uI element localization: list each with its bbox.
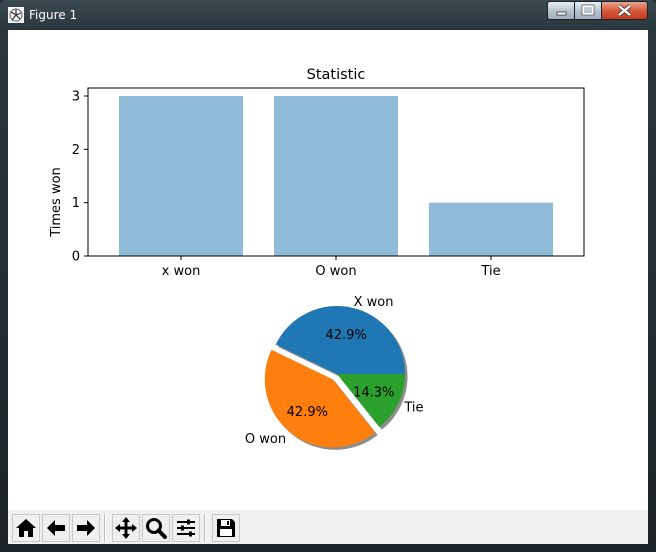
bar-y-axis: 0 1 2 3: [72, 90, 88, 265]
configure-icon: [177, 519, 195, 537]
pie-percent-label: 42.9%: [325, 328, 366, 343]
pie-slice-x-won: [275, 306, 405, 374]
navigation-toolbar: [8, 510, 648, 544]
bar-chart-ylabel: Times won: [49, 167, 64, 238]
window-title: Figure 1: [29, 8, 78, 22]
pie-percent-label: 42.9%: [287, 405, 328, 420]
back-icon: [47, 520, 65, 536]
minimize-icon: [556, 11, 567, 16]
configure-subplots-button[interactable]: [172, 514, 200, 542]
title-bar[interactable]: Figure 1: [0, 0, 656, 30]
y-tick-label: 3: [72, 90, 80, 105]
home-icon: [16, 519, 36, 537]
figure-canvas[interactable]: Statistic Times won 0 1 2 3 x won O won Tie 4…: [8, 30, 648, 510]
bar-x-axis: x won O won Tie: [162, 256, 501, 279]
bar-series: [119, 96, 553, 256]
x-tick-label: x won: [162, 264, 201, 279]
bar: [429, 202, 553, 256]
save-icon: [217, 519, 235, 537]
y-tick-label: 2: [72, 143, 80, 158]
save-button[interactable]: [212, 514, 240, 542]
bar-axes-frame: [87, 87, 585, 257]
zoom-button[interactable]: [142, 514, 170, 542]
close-icon: [617, 4, 632, 17]
zoom-icon: [146, 518, 167, 539]
home-button[interactable]: [12, 514, 40, 542]
bar-chart-title: Statistic: [307, 67, 366, 83]
minimize-button[interactable]: [547, 1, 575, 20]
figure-canvas-area: Statistic Times won 0 1 2 3 x won O won Tie 4…: [8, 30, 648, 544]
forward-button[interactable]: [72, 514, 100, 542]
maximize-icon: [581, 4, 595, 16]
y-tick-label: 0: [72, 250, 80, 265]
back-button[interactable]: [42, 514, 70, 542]
pan-button[interactable]: [112, 514, 140, 542]
bar: [119, 96, 243, 256]
y-tick-label: 1: [72, 196, 80, 211]
pie-slice-label: O won: [245, 432, 286, 447]
bar: [274, 96, 398, 256]
pan-icon: [115, 517, 137, 539]
maximize-button[interactable]: [574, 1, 602, 20]
matplotlib-app-icon: [8, 7, 24, 23]
pie-slice-label: Tie: [403, 400, 423, 415]
pie-slice-tie: [337, 374, 405, 428]
toolbar-separator: [204, 514, 206, 542]
pie-slice-o-won: [264, 349, 376, 448]
forward-icon: [77, 520, 95, 536]
pie-slice-label: X won: [354, 295, 394, 310]
x-tick-label: O won: [315, 264, 356, 279]
close-button[interactable]: [601, 1, 648, 20]
pie-percent-label: 14.3%: [353, 386, 394, 401]
toolbar-separator: [104, 514, 106, 542]
x-tick-label: Tie: [480, 264, 500, 279]
